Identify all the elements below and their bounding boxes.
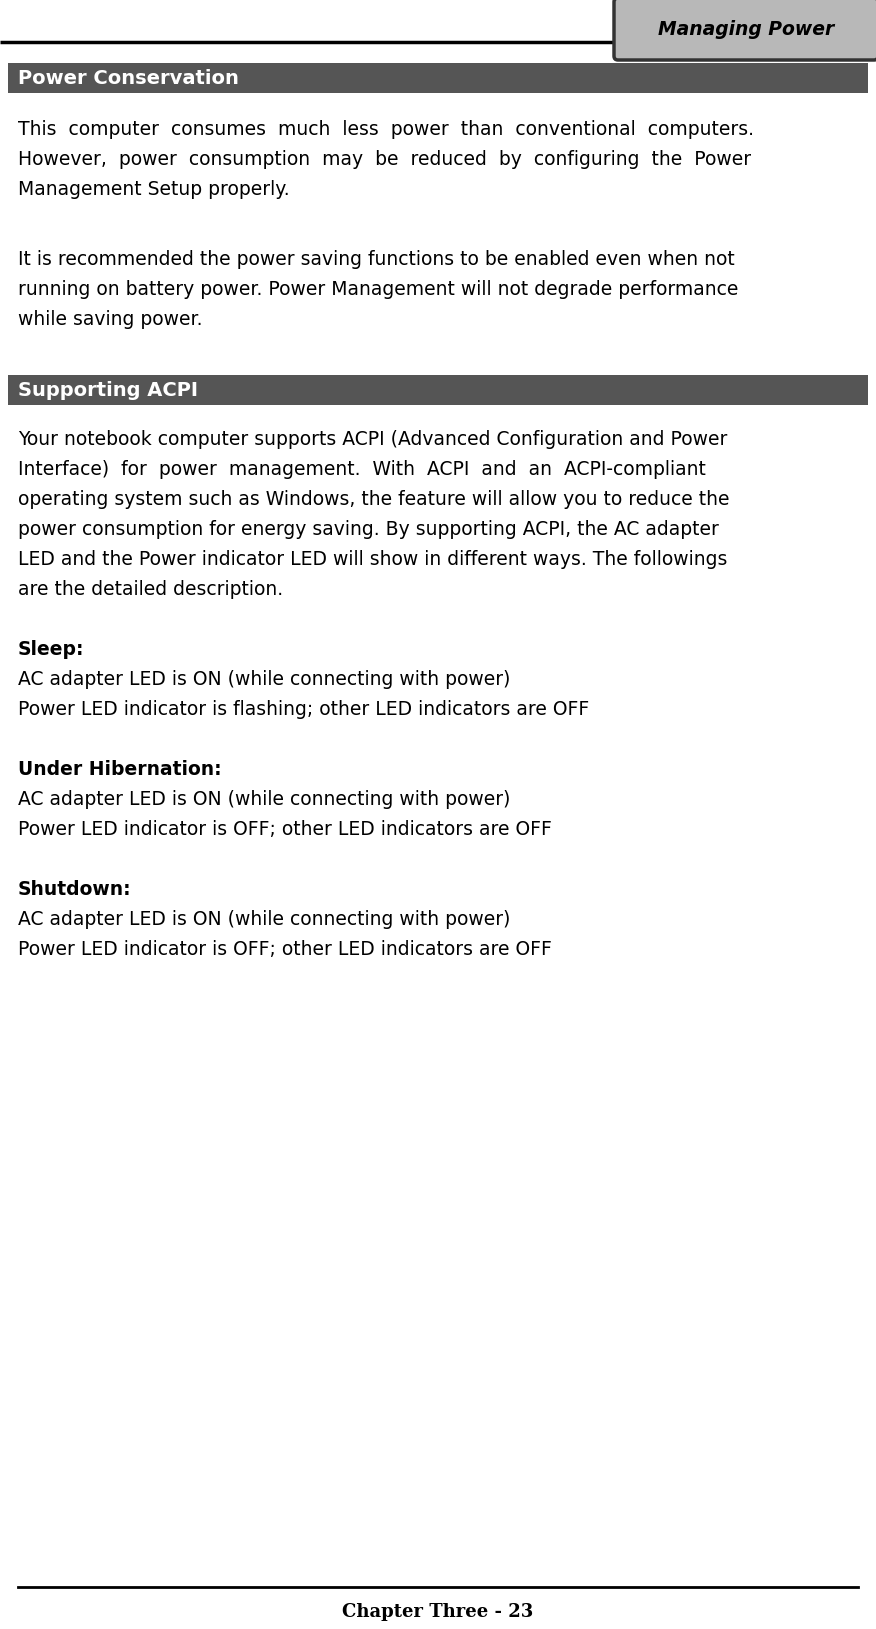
Text: Your notebook computer supports ACPI (Advanced Configuration and Power: Your notebook computer supports ACPI (Ad… <box>18 430 727 450</box>
Text: AC adapter LED is ON (while connecting with power): AC adapter LED is ON (while connecting w… <box>18 670 511 689</box>
Text: running on battery power. Power Management will not degrade performance: running on battery power. Power Manageme… <box>18 280 738 300</box>
Text: AC adapter LED is ON (while connecting with power): AC adapter LED is ON (while connecting w… <box>18 790 511 810</box>
Text: Supporting ACPI: Supporting ACPI <box>18 381 198 399</box>
Text: Power LED indicator is flashing; other LED indicators are OFF: Power LED indicator is flashing; other L… <box>18 700 590 718</box>
FancyBboxPatch shape <box>614 0 876 60</box>
Text: LED and the Power indicator LED will show in different ways. The followings: LED and the Power indicator LED will sho… <box>18 551 727 569</box>
Text: Power LED indicator is OFF; other LED indicators are OFF: Power LED indicator is OFF; other LED in… <box>18 940 552 959</box>
Text: Managing Power: Managing Power <box>658 20 834 39</box>
Text: Power Conservation: Power Conservation <box>18 68 239 88</box>
Text: while saving power.: while saving power. <box>18 310 202 329</box>
Text: Chapter Three - 23: Chapter Three - 23 <box>343 1603 533 1621</box>
Text: are the detailed description.: are the detailed description. <box>18 580 283 599</box>
Bar <box>8 375 868 406</box>
Text: However,  power  consumption  may  be  reduced  by  configuring  the  Power: However, power consumption may be reduce… <box>18 150 751 169</box>
Text: This  computer  consumes  much  less  power  than  conventional  computers.: This computer consumes much less power t… <box>18 121 754 138</box>
Text: power consumption for energy saving. By supporting ACPI, the AC adapter: power consumption for energy saving. By … <box>18 520 719 539</box>
Bar <box>8 64 868 93</box>
Text: Shutdown:: Shutdown: <box>18 880 131 899</box>
Text: Interface)  for  power  management.  With  ACPI  and  an  ACPI-compliant: Interface) for power management. With AC… <box>18 459 706 479</box>
Text: It is recommended the power saving functions to be enabled even when not: It is recommended the power saving funct… <box>18 249 735 269</box>
Text: Power LED indicator is OFF; other LED indicators are OFF: Power LED indicator is OFF; other LED in… <box>18 819 552 839</box>
Text: Management Setup properly.: Management Setup properly. <box>18 179 290 199</box>
Text: Under Hibernation:: Under Hibernation: <box>18 761 222 779</box>
Text: Sleep:: Sleep: <box>18 640 84 660</box>
Text: operating system such as Windows, the feature will allow you to reduce the: operating system such as Windows, the fe… <box>18 490 730 508</box>
Text: AC adapter LED is ON (while connecting with power): AC adapter LED is ON (while connecting w… <box>18 911 511 929</box>
